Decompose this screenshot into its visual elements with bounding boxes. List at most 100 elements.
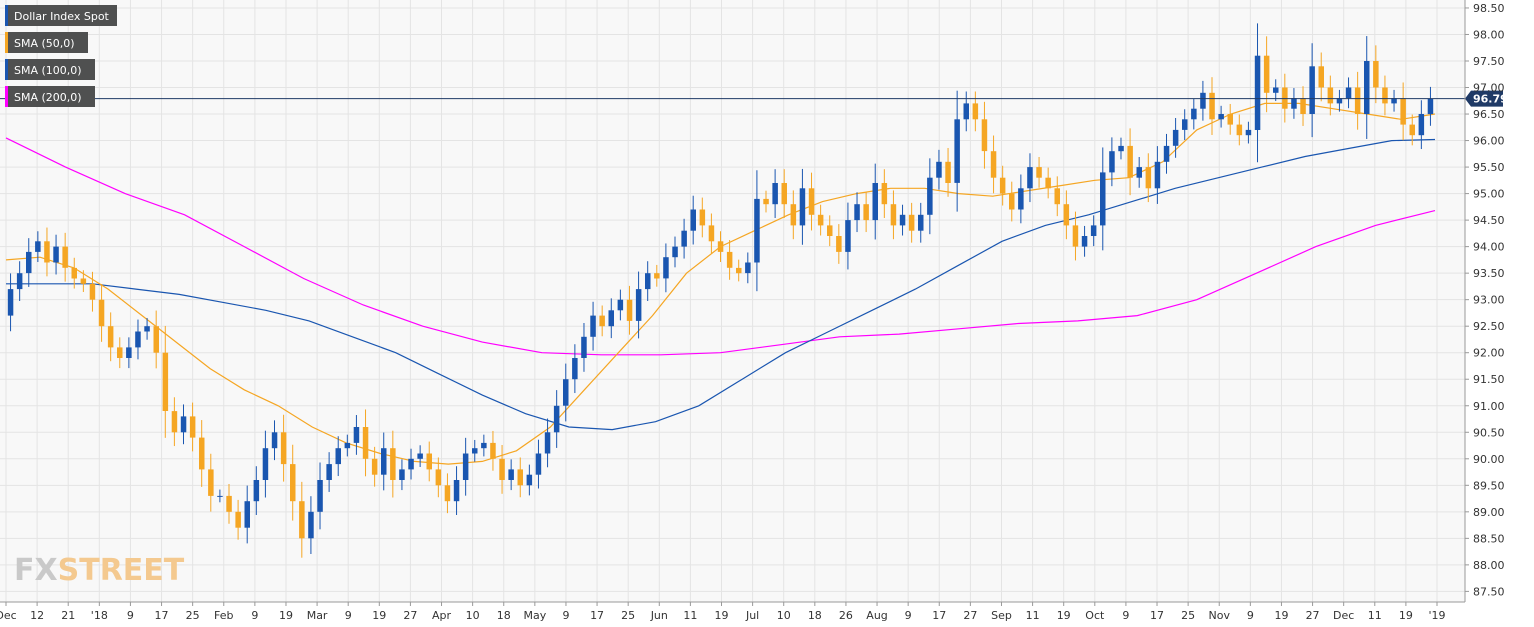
candle-down <box>808 188 815 215</box>
x-tick-label: 18 <box>808 609 822 622</box>
x-tick-label: 10 <box>777 609 791 622</box>
candle-down <box>881 183 888 205</box>
candle-up <box>344 442 351 449</box>
candle-down <box>699 209 706 226</box>
legend-swatch <box>5 32 8 53</box>
legend-box <box>5 5 117 26</box>
candle-down <box>827 225 833 236</box>
x-tick-label: Oct <box>1085 609 1105 622</box>
x-tick-label: 17 <box>590 609 604 622</box>
candle-down <box>981 119 988 152</box>
candle-up <box>1081 236 1088 247</box>
candle-up <box>590 315 596 337</box>
candle-up <box>1273 87 1279 93</box>
candle-down <box>71 267 77 279</box>
candle-down <box>189 416 196 438</box>
y-tick-label: 97.00 <box>1473 82 1505 95</box>
candle-up <box>417 453 423 459</box>
candle-up <box>1364 61 1370 114</box>
x-tick-label: 17 <box>1150 609 1164 622</box>
candle-up <box>1100 172 1106 226</box>
candle-down <box>1300 98 1306 114</box>
candle-up <box>16 273 23 290</box>
candle-down <box>517 469 523 486</box>
candle-down <box>1072 225 1079 247</box>
candle-up <box>7 289 14 316</box>
legend-label: SMA (100,0) <box>14 64 82 77</box>
candle-down <box>426 453 432 470</box>
x-tick-label: 21 <box>61 609 75 622</box>
candle-down <box>781 183 787 205</box>
candle-down <box>1400 98 1406 125</box>
candle-up <box>317 480 323 512</box>
candle-down <box>1282 87 1288 109</box>
candle-down <box>162 352 169 411</box>
candle-up <box>135 331 141 348</box>
x-tick-label: 9 <box>251 609 258 622</box>
candle-up <box>553 405 560 433</box>
x-tick-label: Sep <box>991 609 1012 622</box>
x-tick-label: 10 <box>466 609 480 622</box>
candle-up <box>462 453 469 480</box>
candle-up <box>581 336 587 358</box>
candle-up <box>1254 55 1261 131</box>
y-tick-label: 87.50 <box>1473 585 1505 598</box>
x-tick-label: 25 <box>186 609 200 622</box>
candle-up <box>608 310 614 327</box>
sma-100-line <box>6 138 1436 431</box>
candle-up <box>1172 129 1179 146</box>
candle-down <box>626 299 633 321</box>
y-tick-label: 90.00 <box>1473 453 1505 466</box>
y-tick-label: 89.50 <box>1473 479 1505 492</box>
candle-down <box>107 326 114 348</box>
y-tick-label: 88.50 <box>1473 532 1505 545</box>
x-tick-label: 9 <box>562 609 569 622</box>
candles-group <box>7 23 1434 558</box>
candle-down <box>736 267 742 274</box>
candle-up <box>335 448 341 465</box>
y-tick-label: 92.50 <box>1473 320 1505 333</box>
candle-down <box>1145 167 1152 189</box>
x-tick-label: 11 <box>1026 609 1040 622</box>
candle-up <box>1345 87 1352 99</box>
x-tick-label: 27 <box>403 609 417 622</box>
candle-up <box>35 241 41 252</box>
y-tick-label: 91.00 <box>1473 400 1505 413</box>
candle-up <box>772 183 778 205</box>
candle-up <box>617 299 624 311</box>
candle-up <box>535 453 542 475</box>
legend: Dollar Index Spot SMA (50,0) SMA (100,0) SM… <box>5 5 117 107</box>
candle-down <box>972 103 979 120</box>
legend-label: SMA (200,0) <box>14 91 82 104</box>
candle-up <box>927 177 933 215</box>
candle-up <box>1182 119 1188 130</box>
legend-swatch <box>5 59 8 80</box>
grid-lines <box>0 0 1465 602</box>
candle-up <box>381 448 387 475</box>
x-tick-label: '18 <box>91 609 108 622</box>
y-tick-label: 95.50 <box>1473 161 1505 174</box>
candle-up <box>1427 98 1434 115</box>
candle-up <box>872 183 878 221</box>
y-tick-label: 94.00 <box>1473 241 1505 254</box>
candle-down <box>89 283 96 300</box>
candle-up <box>217 495 223 497</box>
x-tick-label: Apr <box>432 609 452 622</box>
x-tick-label: 12 <box>30 609 44 622</box>
x-tick-label: 19 <box>1399 609 1413 622</box>
candle-up <box>1391 98 1397 104</box>
y-tick-label: 89.00 <box>1473 506 1505 519</box>
candle-down <box>226 495 232 512</box>
candle-up <box>845 220 851 252</box>
candle-down <box>817 214 824 226</box>
candle-down <box>890 204 897 226</box>
candle-down <box>299 501 305 539</box>
y-tick-label: 88.00 <box>1473 559 1505 572</box>
candle-up <box>690 209 696 231</box>
candle-down <box>1409 124 1415 136</box>
x-tick-label: 9 <box>345 609 352 622</box>
candle-up <box>1245 129 1252 136</box>
x-tick-label: '19 <box>1428 609 1445 622</box>
legend-label: SMA (50,0) <box>14 37 75 50</box>
